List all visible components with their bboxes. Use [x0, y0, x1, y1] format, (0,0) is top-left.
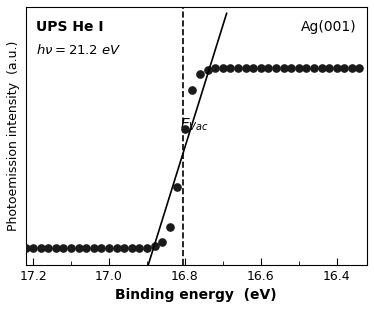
Y-axis label: Photoemission intensity  (a.u.): Photoemission intensity (a.u.) — [7, 40, 20, 231]
Text: $E_{Vac}$: $E_{Vac}$ — [180, 117, 209, 133]
Text: $h\nu = 21.2\ eV$: $h\nu = 21.2\ eV$ — [36, 43, 121, 57]
Text: Ag(001): Ag(001) — [301, 20, 357, 34]
Text: UPS He I: UPS He I — [36, 20, 103, 34]
X-axis label: Binding energy  (eV): Binding energy (eV) — [116, 288, 277, 302]
